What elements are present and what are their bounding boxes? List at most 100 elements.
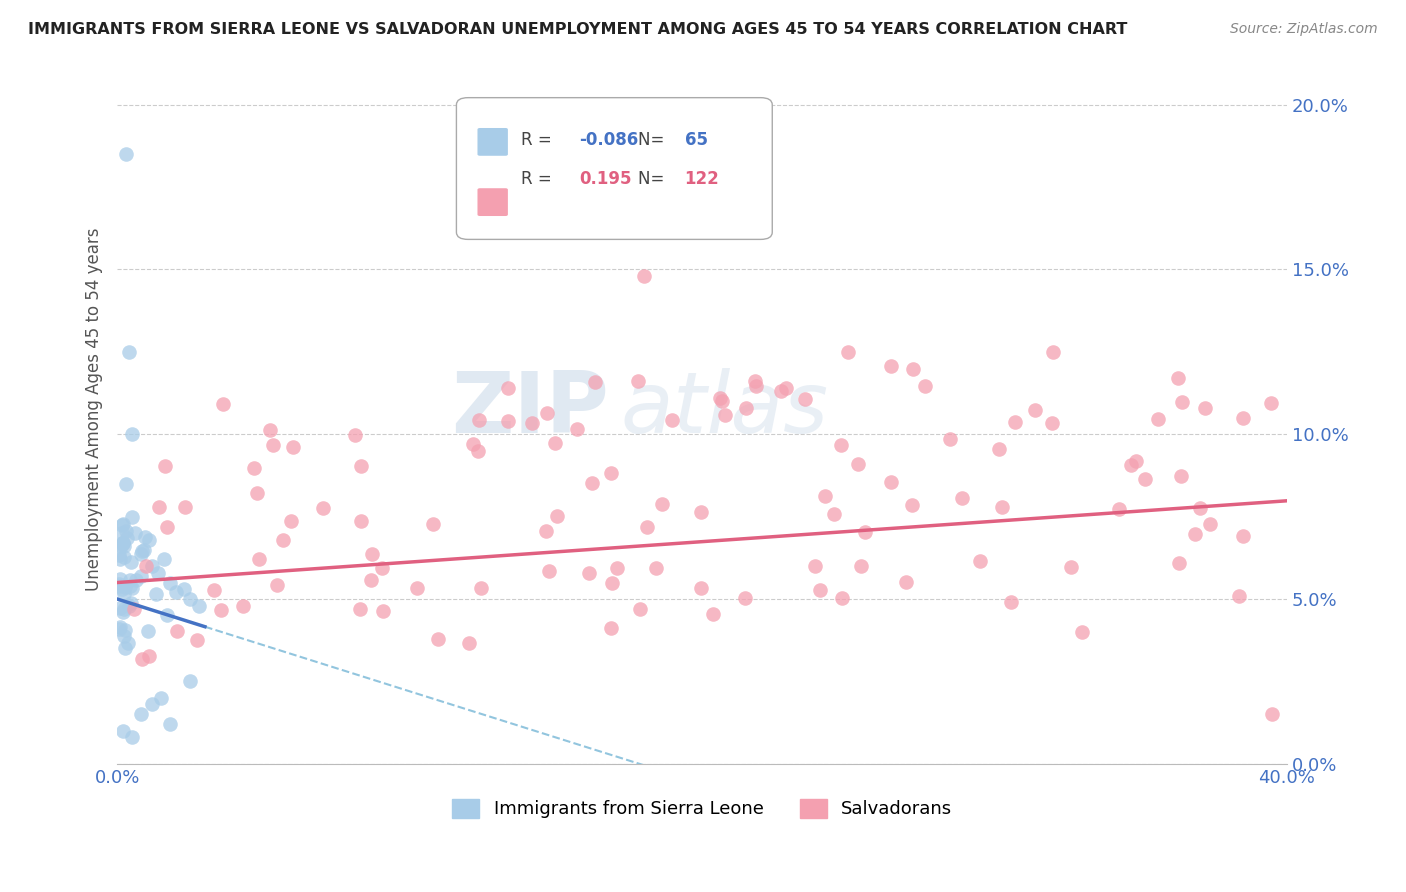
Point: [174, 500, 197, 514]
Point: [141, 559, 163, 574]
Point: [186, 632, 208, 647]
Point: [901, 499, 924, 513]
Point: [110, 539, 132, 553]
Point: [651, 497, 673, 511]
Point: [467, 444, 489, 458]
Point: [565, 422, 588, 436]
Point: [112, 516, 135, 531]
Point: [129, 707, 152, 722]
Point: [914, 379, 936, 393]
Point: [636, 520, 658, 534]
Point: [350, 458, 373, 473]
Point: [141, 698, 163, 712]
Point: [1167, 557, 1189, 571]
Point: [1147, 412, 1170, 426]
Text: Source: ZipAtlas.com: Source: ZipAtlas.com: [1230, 22, 1378, 37]
Text: R =: R =: [520, 131, 557, 149]
Text: -0.086: -0.086: [579, 131, 638, 149]
Point: [1108, 501, 1130, 516]
Point: [120, 596, 142, 610]
Point: [939, 432, 962, 446]
Point: [804, 559, 827, 574]
Point: [1133, 472, 1156, 486]
Point: [349, 602, 371, 616]
Point: [600, 466, 623, 480]
Point: [112, 549, 135, 564]
Point: [112, 629, 135, 643]
Point: [188, 599, 211, 613]
Point: [1040, 417, 1063, 431]
Point: [112, 587, 135, 601]
Point: [121, 427, 143, 442]
Point: [583, 376, 606, 390]
Point: [112, 602, 135, 616]
Point: [405, 581, 427, 595]
Point: [107, 577, 129, 591]
Point: [131, 547, 153, 561]
Point: [1188, 500, 1211, 515]
Point: [830, 438, 852, 452]
Point: [709, 391, 731, 405]
Point: [1194, 401, 1216, 415]
Point: [373, 604, 395, 618]
Point: [232, 599, 254, 613]
Point: [108, 620, 131, 634]
Point: [145, 587, 167, 601]
Point: [122, 601, 145, 615]
Point: [710, 393, 733, 408]
Point: [808, 583, 831, 598]
Point: [894, 575, 917, 590]
FancyBboxPatch shape: [478, 128, 508, 156]
Point: [1227, 590, 1250, 604]
Point: [950, 491, 973, 505]
Point: [470, 581, 492, 595]
Point: [115, 147, 138, 161]
Y-axis label: Unemployment Among Ages 45 to 54 years: Unemployment Among Ages 45 to 54 years: [86, 227, 103, 591]
Point: [280, 514, 302, 528]
Point: [606, 560, 628, 574]
Point: [496, 414, 519, 428]
Point: [271, 533, 294, 547]
Point: [630, 601, 652, 615]
Point: [166, 624, 188, 639]
Point: [114, 581, 136, 595]
Point: [112, 723, 135, 738]
Point: [361, 547, 384, 561]
Point: [138, 533, 160, 547]
Point: [831, 591, 853, 605]
Text: ZIP: ZIP: [451, 368, 609, 451]
Point: [118, 344, 141, 359]
Point: [461, 437, 484, 451]
Point: [823, 507, 845, 521]
Text: 65: 65: [685, 131, 707, 149]
Point: [546, 508, 568, 523]
Point: [129, 569, 152, 583]
FancyBboxPatch shape: [457, 97, 772, 239]
Point: [138, 649, 160, 664]
Point: [202, 583, 225, 598]
Point: [110, 552, 132, 566]
Text: IMMIGRANTS FROM SIERRA LEONE VS SALVADORAN UNEMPLOYMENT AMONG AGES 45 TO 54 YEAR: IMMIGRANTS FROM SIERRA LEONE VS SALVADOR…: [28, 22, 1128, 37]
Text: R =: R =: [520, 170, 557, 188]
Point: [775, 381, 797, 395]
Point: [242, 461, 264, 475]
Point: [1125, 454, 1147, 468]
Point: [131, 543, 153, 558]
Point: [266, 578, 288, 592]
Point: [644, 561, 666, 575]
Point: [120, 573, 142, 587]
Point: [110, 572, 132, 586]
Point: [769, 384, 792, 399]
Point: [1024, 403, 1046, 417]
Point: [121, 581, 143, 595]
Point: [209, 603, 232, 617]
Point: [283, 440, 305, 454]
Point: [1261, 707, 1284, 722]
Point: [371, 560, 394, 574]
Point: [360, 573, 382, 587]
Point: [581, 476, 603, 491]
FancyBboxPatch shape: [478, 188, 508, 216]
Point: [468, 413, 491, 427]
Text: N=: N=: [638, 170, 669, 188]
Point: [600, 576, 623, 591]
